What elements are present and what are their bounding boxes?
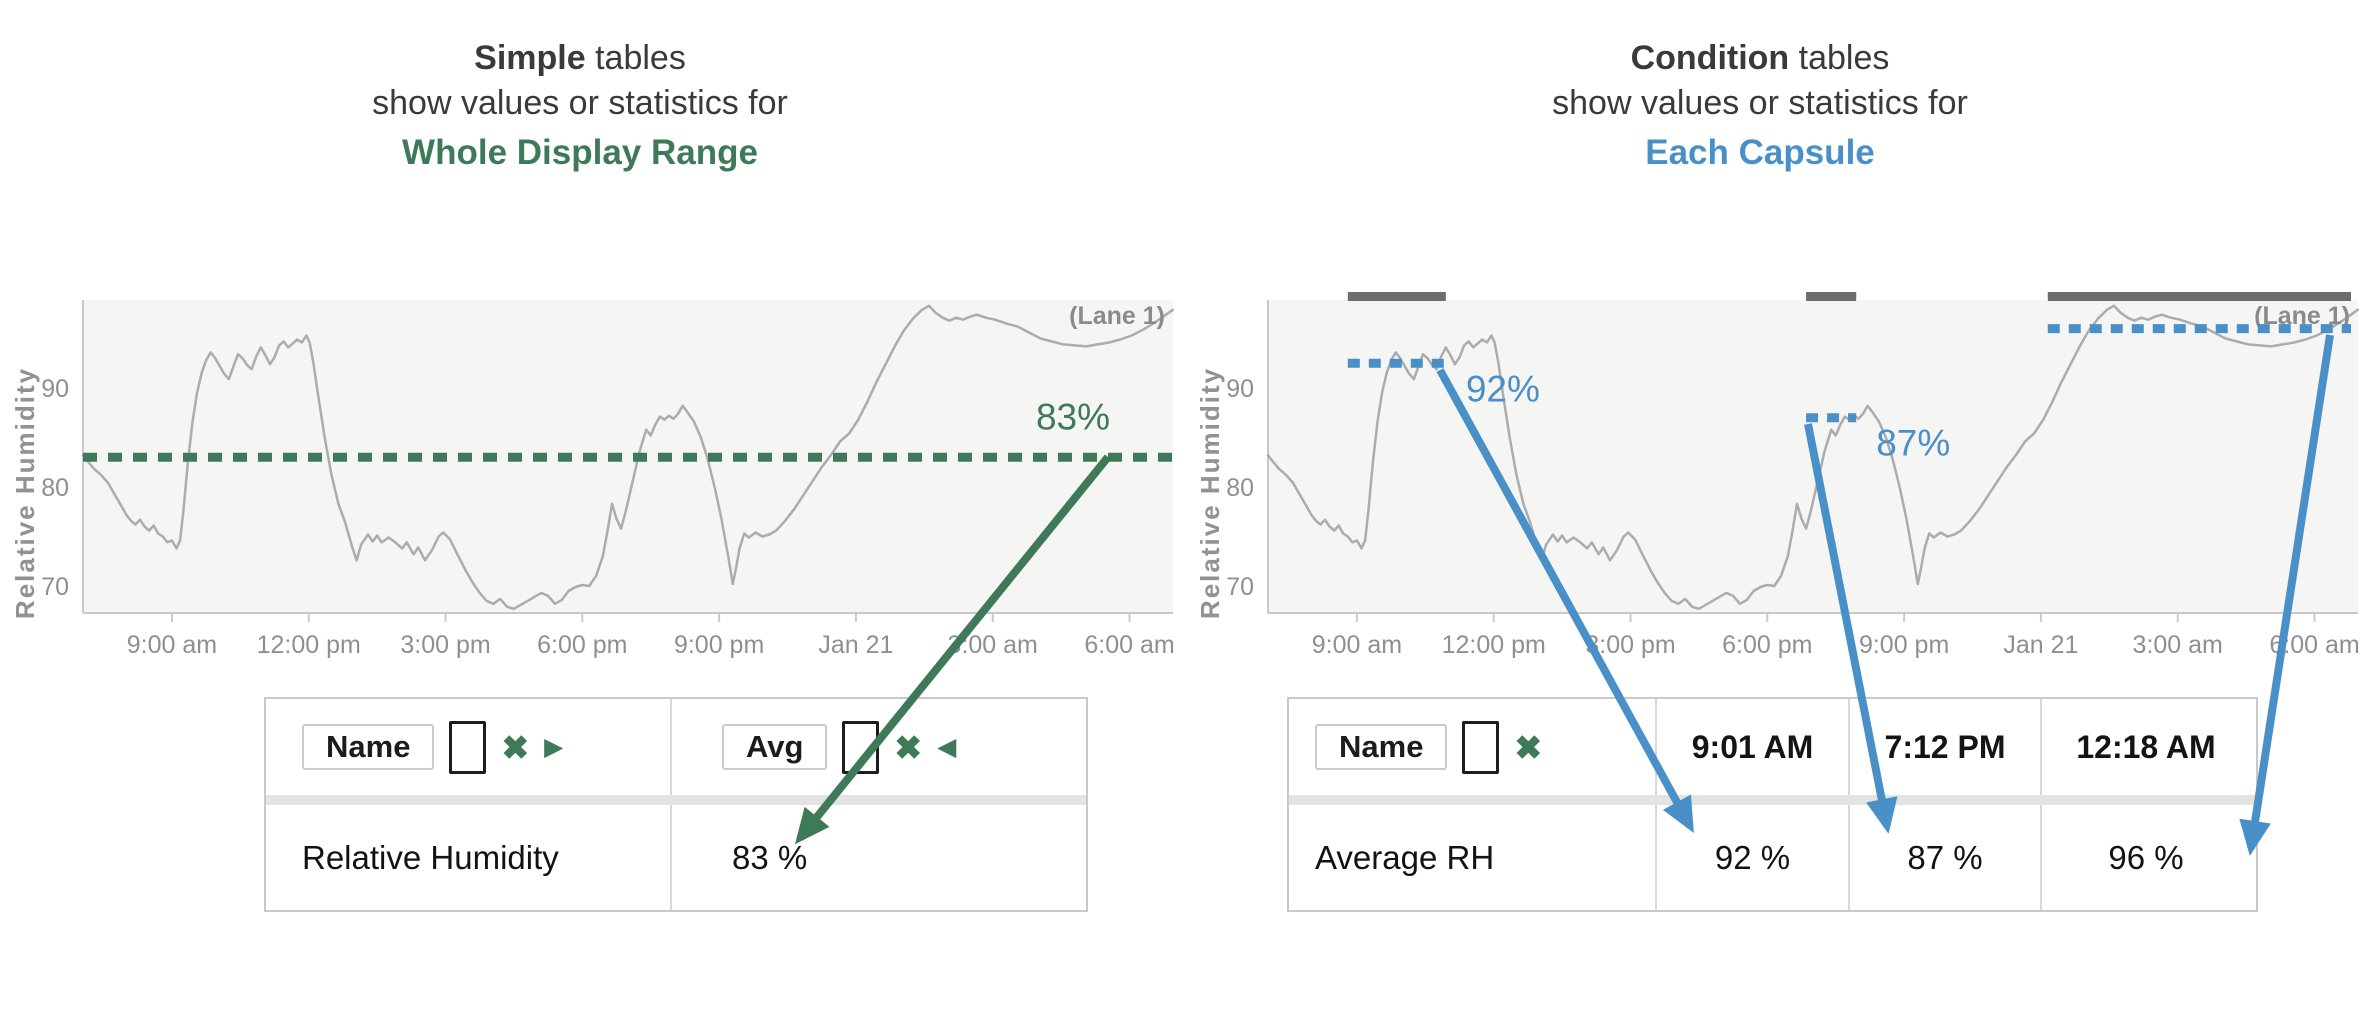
row-name-cell[interactable]: Relative Humidity [266, 805, 672, 910]
x-tick-label: 6:00 am [2269, 631, 2359, 659]
title-line-1: Condition tables [1280, 36, 2240, 81]
lane-label: (Lane 1) [1069, 302, 1165, 330]
x-tick-label: 3:00 pm [400, 631, 490, 659]
column-header-cell[interactable]: Name ✖ ▶ [266, 699, 672, 795]
y-tick-label: 70 [1226, 573, 1254, 601]
simple-statistics-table[interactable]: Name ✖ ▶ Avg ✖ ◀ Relative Humidity 83 % [264, 697, 1088, 912]
x-tick-label: 9:00 pm [674, 631, 764, 659]
table-row[interactable]: Relative Humidity 83 % [266, 805, 1086, 910]
x-tick-label: 6:00 pm [1722, 631, 1812, 659]
title-line-2: show values or statistics for [372, 84, 788, 122]
capsule-value-callout: 87% [1876, 423, 1950, 464]
remove-column-icon[interactable]: ✖ [894, 728, 923, 766]
y-tick-label: 80 [41, 474, 69, 502]
statistic-value-cell[interactable]: 87 % [1850, 805, 2042, 910]
y-axis-label: Relative Humidity [10, 367, 40, 619]
column-checkbox[interactable] [449, 720, 487, 774]
x-tick-label: 3:00 am [948, 631, 1038, 659]
remove-column-icon[interactable]: ✖ [501, 728, 530, 766]
move-column-right-icon[interactable]: ▶ [544, 732, 564, 761]
title-rest: tables [585, 39, 686, 77]
x-tick-label: 9:00 am [127, 631, 217, 659]
capsule-time-header[interactable]: 7:12 PM [1850, 699, 2042, 795]
capsule-bar[interactable] [1347, 292, 1446, 301]
simple-tables-title: Simple tables show values or statistics … [100, 36, 1060, 176]
statistic-value-cell[interactable]: 92 % [1657, 805, 1850, 910]
y-tick-label: 80 [1226, 474, 1254, 502]
row-name-cell[interactable]: Average RH [1289, 805, 1657, 910]
y-axis-label: Relative Humidity [1195, 367, 1225, 619]
x-tick-label: 6:00 am [1084, 631, 1174, 659]
column-checkbox[interactable] [842, 720, 880, 774]
remove-column-icon[interactable]: ✖ [1514, 728, 1543, 766]
column-checkbox[interactable] [1462, 720, 1500, 774]
humidity-signal-curve[interactable] [81, 304, 1175, 611]
y-tick-label: 90 [41, 375, 69, 403]
move-column-left-icon[interactable]: ◀ [937, 732, 957, 761]
x-tick-label: 12:00 pm [1442, 631, 1546, 659]
title-rest: tables [1789, 39, 1890, 77]
plot-area[interactable] [1268, 300, 2358, 613]
x-tick-label: 6:00 pm [537, 631, 627, 659]
y-tick-label: 90 [1226, 375, 1254, 403]
x-tick-label: 9:00 am [1312, 631, 1402, 659]
capsule-bar[interactable] [1806, 292, 1857, 301]
title-bold-word: Condition [1630, 39, 1790, 77]
y-tick-label: 70 [41, 573, 69, 601]
title-highlight-left: Whole Display Range [402, 133, 758, 172]
title-bold-word: Simple [474, 39, 586, 77]
title-line-1: Simple tables [100, 36, 1060, 81]
capsule-bar[interactable] [2047, 292, 2351, 301]
x-tick-label: Jan 21 [818, 631, 893, 659]
header-body-separator [266, 795, 1086, 805]
capsule-time-header[interactable]: 12:18 AM [2042, 699, 2250, 795]
capsule-time-header[interactable]: 9:01 AM [1657, 699, 1850, 795]
condition-statistics-table[interactable]: Name ✖ 9:01 AM 7:12 PM 12:18 AM Average RH 92 … [1287, 697, 2258, 912]
column-header-cell[interactable]: Name ✖ [1289, 699, 1657, 795]
header-body-separator [1289, 795, 2256, 805]
table-row[interactable]: Average RH 92 % 87 % 96 % [1289, 805, 2256, 910]
x-tick-label: Jan 21 [2003, 631, 2078, 659]
x-tick-label: 12:00 pm [257, 631, 361, 659]
average-value-callout: 83% [1036, 396, 1110, 437]
column-header-cell[interactable]: Avg ✖ ◀ [672, 699, 1086, 795]
column-avg-button[interactable]: Avg [722, 724, 828, 770]
capsule-value-callout: 92% [1466, 368, 1540, 409]
statistic-value-cell[interactable]: 96 % [2042, 805, 2250, 910]
column-name-button[interactable]: Name [1315, 724, 1448, 770]
column-name-button[interactable]: Name [302, 724, 435, 770]
condition-tables-title: Condition tables show values or statisti… [1280, 36, 2240, 176]
x-tick-label: 3:00 pm [1585, 631, 1675, 659]
title-line-2: show values or statistics for [1552, 84, 1968, 122]
statistic-value-cell[interactable]: 83 % [672, 805, 1086, 910]
title-highlight-right: Each Capsule [1645, 133, 1875, 172]
humidity-signal-curve[interactable] [1266, 304, 2360, 611]
x-tick-label: 3:00 am [2133, 631, 2223, 659]
x-tick-label: 9:00 pm [1859, 631, 1949, 659]
